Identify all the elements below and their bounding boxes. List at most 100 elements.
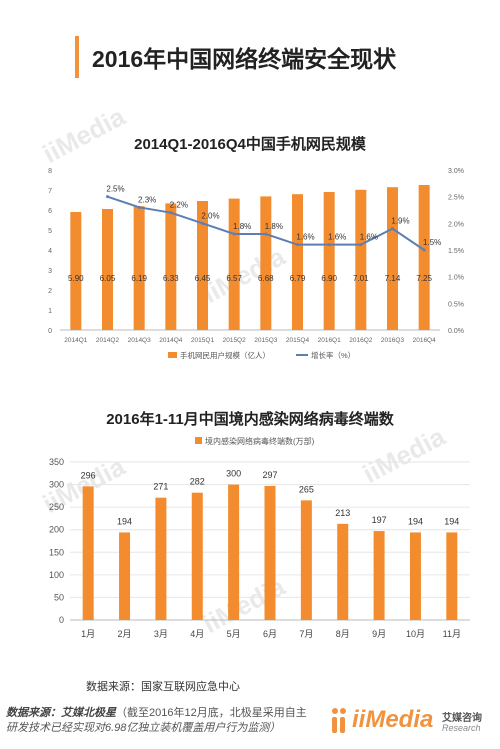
x-tick-label: 8月 xyxy=(336,629,350,639)
bar xyxy=(355,189,367,330)
bar xyxy=(387,187,398,330)
growth-rate-point xyxy=(391,227,394,231)
y-tick-label: 300 xyxy=(49,480,64,490)
y2-tick-label: 0.0% xyxy=(448,328,464,335)
y-tick-label: 8 xyxy=(48,168,52,175)
legend-bar-label: 手机网民用户规模（亿人） xyxy=(180,350,270,360)
bar xyxy=(292,194,303,330)
legend-bar-swatch xyxy=(195,437,202,444)
growth-rate-point xyxy=(201,221,204,225)
legend-bar-swatch xyxy=(168,352,177,358)
mobile-users-chart: 2014Q1-2016Q4中国手机网民规模 0 1 2 3 4 5 6 7 8 0.0% 0.5% 1.… xyxy=(48,135,464,360)
growth-rate-label: 1.6% xyxy=(360,233,378,242)
bar-value-label: 5.90 xyxy=(68,274,84,283)
page-header: 2016年中国网络终端安全现状 xyxy=(0,0,500,110)
growth-rate-label: 1.9% xyxy=(391,217,409,226)
bar-value-label: 300 xyxy=(226,469,241,479)
bar xyxy=(70,212,82,330)
bar xyxy=(102,209,113,330)
bar xyxy=(228,484,240,620)
growth-rate-point xyxy=(264,232,268,236)
bar xyxy=(418,185,430,330)
footer-source-label: 数据来源：艾媒北极星 xyxy=(6,707,116,719)
x-tick-label: 2014Q4 xyxy=(159,337,183,344)
x-tick-label: 2016Q3 xyxy=(381,337,405,344)
bar-value-label: 6.45 xyxy=(195,274,211,283)
growth-rate-label: 2.5% xyxy=(106,185,124,194)
y-tick-label: 200 xyxy=(49,525,64,535)
growth-rate-point xyxy=(232,232,236,236)
growth-rate-label: 1.6% xyxy=(328,233,346,242)
bar-value-label: 297 xyxy=(262,470,277,480)
bar-value-label: 6.19 xyxy=(131,274,147,283)
x-tick-label: 2015Q2 xyxy=(223,337,247,344)
footer-source-line: 数据来源：艾媒北极星（截至2016年12月底，北极星采用自主 xyxy=(6,704,307,720)
bar-value-label: 7.14 xyxy=(385,274,401,283)
page-footer: 数据来源：艾媒北极星（截至2016年12月底，北极星采用自主 研发技术已经实现对… xyxy=(0,700,500,749)
x-tick-label: 5月 xyxy=(227,629,241,639)
x-tick-label: 3月 xyxy=(154,629,168,639)
bar-value-label: 6.33 xyxy=(163,274,179,283)
x-tick-label: 11月 xyxy=(443,629,461,639)
bar xyxy=(409,532,421,620)
footer-source-note-2: 研发技术已经实现对6.98亿独立装机覆盖用户行为监测） xyxy=(6,722,281,734)
growth-rate-point xyxy=(422,248,426,252)
bar-value-label: 6.57 xyxy=(226,274,242,283)
x-tick-label: 2014Q2 xyxy=(96,337,120,344)
bar xyxy=(197,201,208,330)
footer-source-note: （截至2016年12月底，北极星采用自主 xyxy=(116,707,307,719)
brand-en: Research xyxy=(442,723,481,733)
legend-line-label: 增长率（%） xyxy=(311,350,355,360)
y-tick-label: 250 xyxy=(49,502,64,512)
x-tick-label: 2016Q1 xyxy=(318,337,342,344)
y2-tick-label: 3.0% xyxy=(448,168,464,175)
chart-title: 2016年1-11月中国境内感染网络病毒终端数 xyxy=(106,410,395,428)
bar xyxy=(119,532,131,620)
brand-name: iiMedia xyxy=(352,706,434,733)
chart-source-note: 数据来源：国家互联网应急中心 xyxy=(86,681,240,693)
growth-rate-label: 2.3% xyxy=(138,195,156,204)
growth-rate-point xyxy=(106,195,109,199)
x-tick-label: 2015Q4 xyxy=(286,337,310,344)
x-tick-label: 9月 xyxy=(372,629,386,639)
bar-value-label: 296 xyxy=(81,470,96,480)
bar-value-label: 265 xyxy=(299,484,314,494)
bar-value-label: 271 xyxy=(153,482,168,492)
x-tick-label: 2月 xyxy=(118,629,132,639)
brand-dots-icon xyxy=(330,708,350,734)
growth-rate-point xyxy=(327,243,331,247)
x-tick-label: 6月 xyxy=(263,629,277,639)
bar xyxy=(260,196,272,330)
y-tick-label: 4 xyxy=(48,248,52,255)
bar-value-label: 194 xyxy=(117,516,132,526)
y2-tick-label: 1.5% xyxy=(448,248,464,255)
bar xyxy=(446,532,458,620)
growth-rate-point xyxy=(137,205,141,209)
y-tick-label: 2 xyxy=(48,288,52,295)
x-tick-label: 10月 xyxy=(406,629,425,639)
bar xyxy=(323,192,335,330)
bar-value-label: 6.05 xyxy=(100,274,116,283)
growth-rate-label: 2.2% xyxy=(170,201,188,210)
chart-title: 2014Q1-2016Q4中国手机网民规模 xyxy=(134,135,367,153)
brand-cn: 艾媒咨询 xyxy=(442,713,482,724)
bar xyxy=(337,523,349,620)
legend-bar-label: 境内感染网络病毒终端数(万部) xyxy=(205,436,315,446)
bar-value-label: 6.68 xyxy=(258,274,274,283)
growth-rate-point xyxy=(296,243,299,247)
brand-logo: iiMedia 艾媒咨询 Research xyxy=(330,702,490,742)
y-tick-label: 3 xyxy=(48,268,52,275)
y-tick-label: 1 xyxy=(48,308,52,315)
y-tick-label: 6 xyxy=(48,208,52,215)
bar-value-label: 6.90 xyxy=(321,274,337,283)
y-tick-label: 7 xyxy=(48,188,52,195)
bar-value-label: 282 xyxy=(190,477,205,487)
bar xyxy=(373,531,385,620)
bar-value-label: 194 xyxy=(408,516,423,526)
x-tick-label: 7月 xyxy=(299,629,313,639)
y-tick-label: 150 xyxy=(49,547,64,557)
growth-rate-label: 1.8% xyxy=(265,222,283,231)
x-tick-label: 2015Q3 xyxy=(254,337,278,344)
bar xyxy=(133,206,145,330)
